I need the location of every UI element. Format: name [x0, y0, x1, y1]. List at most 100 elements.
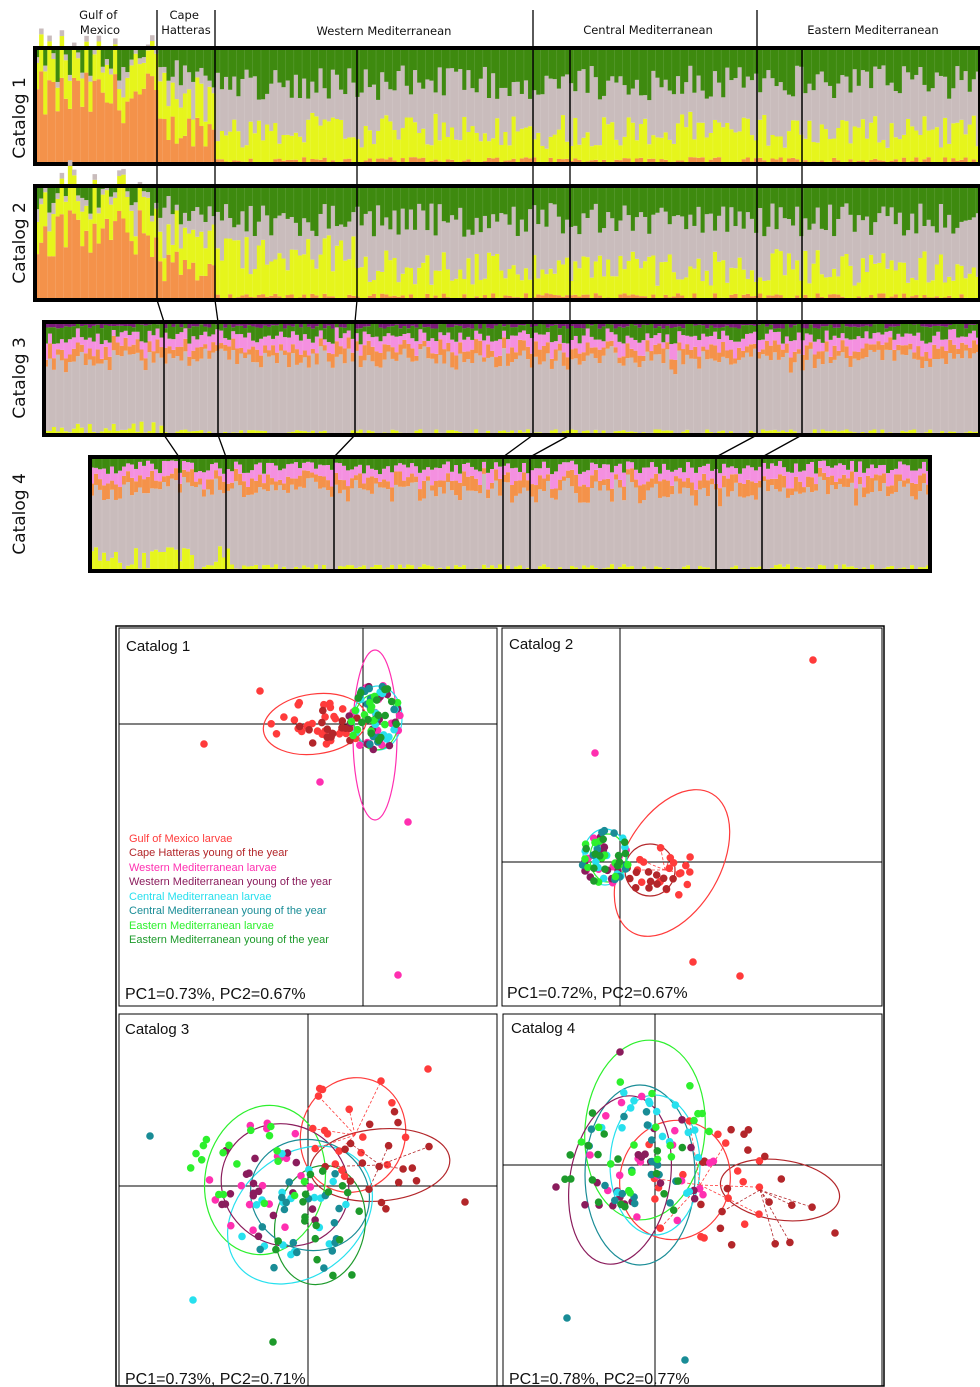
- structure-bar-segment: [330, 205, 336, 272]
- structure-bar-segment: [718, 457, 723, 474]
- structure-bar-segment: [111, 326, 117, 330]
- structure-bar-segment: [326, 341, 332, 353]
- structure-bar-segment: [741, 117, 747, 160]
- structure-bar-segment: [96, 79, 102, 164]
- structure-bar-segment: [610, 501, 615, 565]
- sample-point: [352, 728, 361, 737]
- structure-bar-segment: [430, 338, 435, 354]
- structure-bar-segment: [454, 325, 459, 342]
- structure-bar-segment: [702, 465, 707, 474]
- structure-bar-segment: [224, 186, 229, 205]
- sample-point: [374, 733, 383, 742]
- structure-bar-segment: [231, 331, 236, 339]
- structure-bar-segment: [171, 339, 176, 350]
- structure-bar-segment: [560, 48, 566, 77]
- structure-bar-segment: [975, 186, 980, 214]
- structure-bar-segment: [390, 347, 395, 359]
- structure-bar-segment: [633, 325, 638, 340]
- structure-bar-segment: [650, 462, 655, 479]
- structure-bar-segment: [392, 48, 397, 91]
- structure-bar-segment: [897, 93, 903, 140]
- structure-bar-segment: [881, 253, 886, 294]
- sample-point: [379, 731, 388, 739]
- structure-bar-segment: [175, 324, 180, 334]
- structure-bar-segment: [134, 548, 139, 571]
- structure-bar-segment: [873, 263, 878, 299]
- structure-bar-segment: [897, 48, 903, 94]
- structure-bar-segment: [382, 336, 387, 345]
- structure-bar-segment: [242, 565, 247, 571]
- structure-bar-segment: [971, 115, 977, 160]
- structure-bar-segment: [121, 123, 126, 164]
- structure-bar-segment: [434, 341, 439, 354]
- structure-bar-segment: [171, 349, 176, 359]
- structure-bar-segment: [889, 186, 895, 208]
- structure-bar-segment: [685, 354, 690, 430]
- structure-bar-segment: [586, 457, 591, 471]
- structure-bar-segment: [478, 457, 483, 472]
- structure-bar-segment: [394, 465, 399, 472]
- structure-bar-segment: [602, 228, 607, 277]
- structure-bar-segment: [330, 496, 335, 571]
- structure-bar-segment: [454, 341, 459, 356]
- structure-bar-segment: [542, 564, 547, 571]
- structure-bar-segment: [792, 351, 798, 363]
- structure-bar-segment: [47, 430, 53, 435]
- structure-bar-segment: [306, 478, 311, 568]
- structure-bar-segment: [971, 79, 977, 116]
- structure-bar-segment: [155, 328, 160, 340]
- structure-bar-segment: [553, 324, 559, 342]
- structure-bar-segment: [285, 80, 291, 135]
- structure-bar-segment: [322, 48, 328, 89]
- structure-bar-segment: [75, 423, 81, 435]
- structure-bar-segment: [162, 482, 167, 552]
- structure-bar-segment: [894, 474, 899, 493]
- structure-bar-segment: [893, 270, 899, 295]
- structure-bar-segment: [938, 147, 944, 163]
- structure-bar-segment: [51, 53, 56, 59]
- structure-bar-segment: [734, 474, 739, 483]
- structure-bar-segment: [400, 65, 406, 129]
- region-label-eastern-mediterranean: Eastern Mediterranean: [807, 23, 938, 37]
- structure-bar-segment: [665, 325, 670, 335]
- structure-bar-segment: [347, 221, 352, 260]
- structure-bar-segment: [290, 326, 296, 332]
- structure-bar-segment: [207, 186, 213, 207]
- structure-bar-segment: [548, 136, 554, 158]
- structure-bar-segment: [186, 482, 191, 549]
- structure-bar-segment: [815, 142, 821, 164]
- structure-bar-segment: [682, 566, 687, 571]
- structure-bar-segment: [618, 479, 623, 488]
- structure-bar-segment: [556, 186, 562, 217]
- structure-bar-segment: [462, 457, 467, 464]
- structure-bar-segment: [103, 428, 109, 435]
- structure-bar-segment: [748, 430, 754, 435]
- structure-bar-segment: [404, 85, 410, 118]
- structure-bar-segment: [610, 276, 615, 300]
- structure-bar-segment: [80, 72, 85, 79]
- structure-bar-segment: [442, 480, 447, 494]
- structure-bar-segment: [235, 364, 240, 433]
- structure-bar-segment: [406, 322, 411, 329]
- structure-bar-segment: [581, 256, 586, 295]
- structure-bar-segment: [852, 351, 857, 359]
- structure-bar-segment: [199, 186, 204, 215]
- structure-bar-segment: [59, 36, 65, 78]
- structure-bar-segment: [482, 361, 487, 435]
- structure-bar-segment: [901, 48, 907, 67]
- structure-bar-segment: [756, 351, 762, 359]
- structure-bar-segment: [804, 322, 810, 329]
- structure-bar-segment: [566, 478, 571, 570]
- structure-bar-segment: [819, 48, 825, 72]
- structure-bar-segment: [289, 294, 295, 300]
- structure-bar-segment: [266, 462, 271, 475]
- structure-bar-segment: [545, 327, 551, 333]
- structure-bar-segment: [430, 322, 435, 329]
- structure-bar-segment: [811, 142, 817, 162]
- structure-bar-segment: [314, 295, 319, 300]
- structure-bar-segment: [507, 186, 513, 225]
- structure-bar-segment: [494, 367, 499, 435]
- structure-bar-segment: [230, 482, 235, 489]
- structure-bar-segment: [354, 457, 359, 467]
- structure-bar-segment: [766, 226, 771, 281]
